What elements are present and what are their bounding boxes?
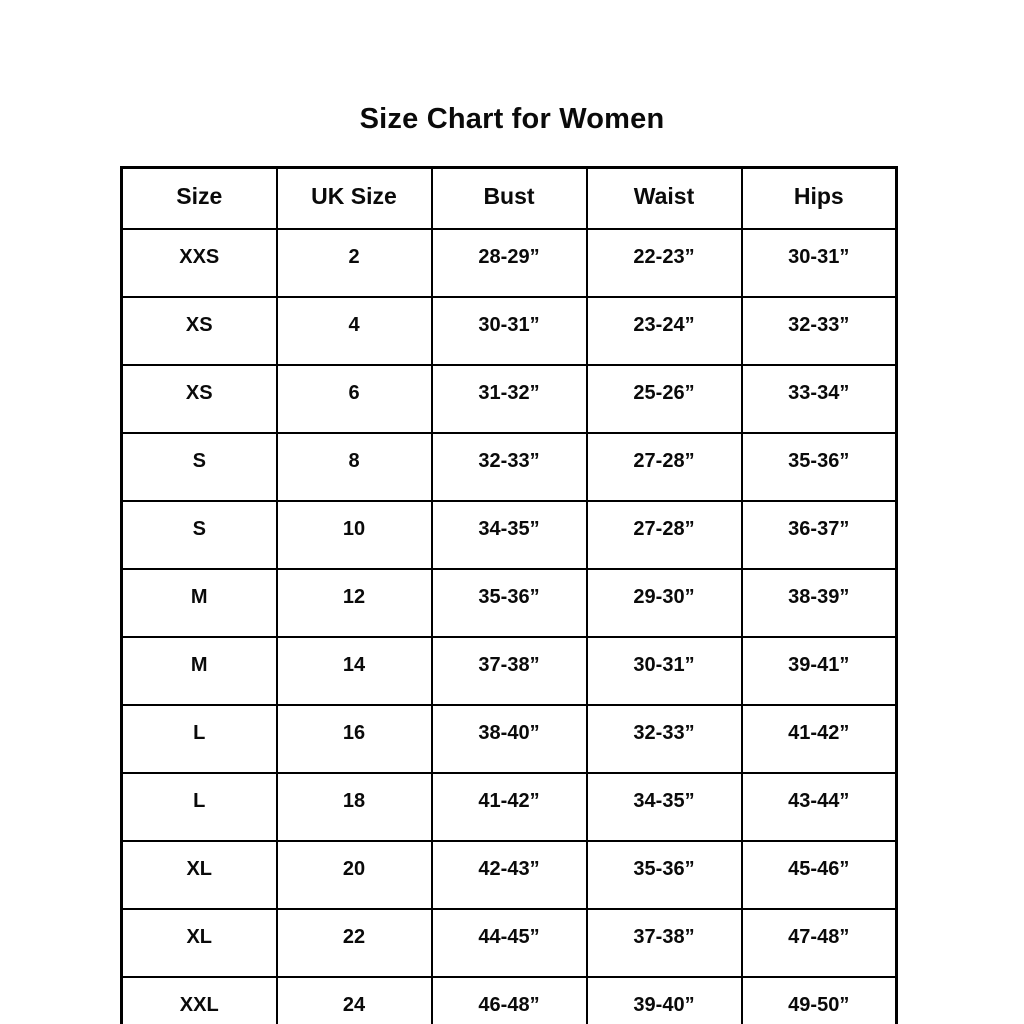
table-row: XS 4 30-31” 23-24” 32-33”: [120, 296, 898, 366]
table-cell: XS: [120, 364, 278, 434]
table-cell: 18: [275, 772, 433, 842]
table-row: XS 6 31-32” 25-26” 33-34”: [120, 364, 898, 434]
column-header-hips: Hips: [740, 166, 898, 230]
table-cell: 31-32”: [430, 364, 588, 434]
table-cell: 14: [275, 636, 433, 706]
table-cell: 37-38”: [585, 908, 743, 978]
table-cell: M: [120, 636, 278, 706]
table-cell: 16: [275, 704, 433, 774]
table-cell: 34-35”: [430, 500, 588, 570]
column-header-bust: Bust: [430, 166, 588, 230]
table-cell: 43-44”: [740, 772, 898, 842]
table-cell: 32-33”: [430, 432, 588, 502]
table-cell: 10: [275, 500, 433, 570]
table-cell: L: [120, 704, 278, 774]
table-cell: 30-31”: [740, 228, 898, 298]
table-cell: 44-45”: [430, 908, 588, 978]
table-cell: 29-30”: [585, 568, 743, 638]
table-cell: 4: [275, 296, 433, 366]
table-cell: L: [120, 772, 278, 842]
table-cell: 30-31”: [585, 636, 743, 706]
table-row: XL 22 44-45” 37-38” 47-48”: [120, 908, 898, 978]
header-row: Size UK Size Bust Waist Hips: [120, 166, 898, 230]
table-cell: 12: [275, 568, 433, 638]
table-cell: 42-43”: [430, 840, 588, 910]
table-cell: M: [120, 568, 278, 638]
table-row: S 10 34-35” 27-28” 36-37”: [120, 500, 898, 570]
table-row: XL 20 42-43” 35-36” 45-46”: [120, 840, 898, 910]
table-body: XXS 2 28-29” 22-23” 30-31” XS 4 30-31” 23-24” 32-…: [120, 228, 898, 1024]
column-header-waist: Waist: [585, 166, 743, 230]
table-cell: 39-40”: [585, 976, 743, 1024]
table-cell: 33-34”: [740, 364, 898, 434]
table-cell: XL: [120, 840, 278, 910]
table-row: M 14 37-38” 30-31” 39-41”: [120, 636, 898, 706]
table-cell: 35-36”: [430, 568, 588, 638]
table-cell: 38-40”: [430, 704, 588, 774]
table-cell: 38-39”: [740, 568, 898, 638]
table-cell: 20: [275, 840, 433, 910]
table-cell: S: [120, 432, 278, 502]
table-cell: 25-26”: [585, 364, 743, 434]
table-cell: XXL: [120, 976, 278, 1024]
column-header-size: Size: [120, 166, 278, 230]
table-cell: XXS: [120, 228, 278, 298]
table-cell: 6: [275, 364, 433, 434]
table-cell: 46-48”: [430, 976, 588, 1024]
page-title: Size Chart for Women: [359, 103, 665, 135]
table-cell: 37-38”: [430, 636, 588, 706]
table-cell: 41-42”: [430, 772, 588, 842]
table-cell: 47-48”: [740, 908, 898, 978]
table-cell: 8: [275, 432, 433, 502]
table-cell: 49-50”: [740, 976, 898, 1024]
table-cell: 35-36”: [585, 840, 743, 910]
table-cell: 27-28”: [585, 432, 743, 502]
table-cell: 24: [275, 976, 433, 1024]
table-row: XXL 24 46-48” 39-40” 49-50”: [120, 976, 898, 1024]
table-row: M 12 35-36” 29-30” 38-39”: [120, 568, 898, 638]
table-cell: 41-42”: [740, 704, 898, 774]
table-cell: 32-33”: [740, 296, 898, 366]
table-row: S 8 32-33” 27-28” 35-36”: [120, 432, 898, 502]
column-header-uk-size: UK Size: [275, 166, 433, 230]
table-cell: 22-23”: [585, 228, 743, 298]
table-cell: 22: [275, 908, 433, 978]
table-cell: XL: [120, 908, 278, 978]
table-cell: 34-35”: [585, 772, 743, 842]
table-row: L 16 38-40” 32-33” 41-42”: [120, 704, 898, 774]
table-cell: 35-36”: [740, 432, 898, 502]
table-cell: 30-31”: [430, 296, 588, 366]
table-cell: XS: [120, 296, 278, 366]
table-row: L 18 41-42” 34-35” 43-44”: [120, 772, 898, 842]
table-cell: 32-33”: [585, 704, 743, 774]
table-cell: 36-37”: [740, 500, 898, 570]
table-header: Size UK Size Bust Waist Hips: [120, 166, 898, 230]
size-chart-table: Size UK Size Bust Waist Hips XXS 2 28-29” 22-23…: [120, 166, 898, 1024]
table-row: XXS 2 28-29” 22-23” 30-31”: [120, 228, 898, 298]
table-cell: 28-29”: [430, 228, 588, 298]
table-cell: 23-24”: [585, 296, 743, 366]
table-cell: 45-46”: [740, 840, 898, 910]
table-cell: 2: [275, 228, 433, 298]
table-cell: S: [120, 500, 278, 570]
table-cell: 39-41”: [740, 636, 898, 706]
table-cell: 27-28”: [585, 500, 743, 570]
